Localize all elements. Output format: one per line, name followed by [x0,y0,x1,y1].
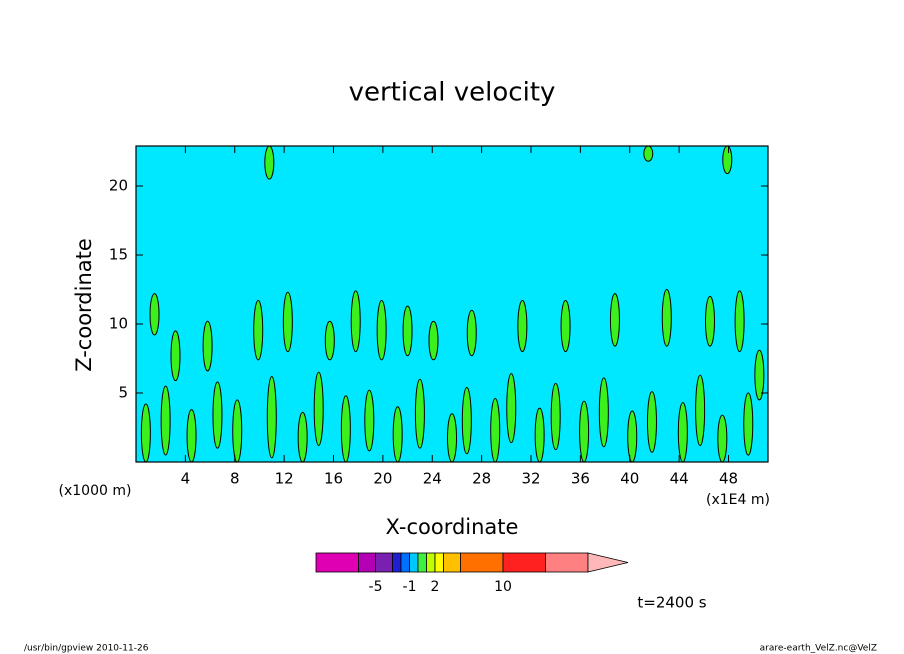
plot-frame [135,145,769,463]
colorbar-segment [358,552,376,573]
y-tick-label: 15 [109,246,128,264]
x-tick-label: 12 [275,470,294,488]
updraft-cell [466,309,477,357]
updraft-cell [340,395,351,462]
updraft-cell [722,146,733,175]
footer-left: /usr/bin/gpview 2010-11-26 [24,644,149,654]
updraft-cell [695,374,706,446]
colorbar-tick-label: 2 [431,579,440,595]
updraft-cell [461,386,472,455]
colorbar-segment [426,552,436,573]
updraft-cell [609,293,620,347]
y-tick-label: 10 [109,315,128,333]
x-axis-label: X-coordinate [386,515,519,539]
updraft-cell [534,407,545,462]
updraft-cell [550,382,561,451]
colorbar-segment [409,552,419,573]
updraft-cell [717,414,728,462]
updraft-cell [447,413,457,462]
x-tick-label: 44 [670,470,689,488]
updraft-cell [350,290,361,353]
updraft-cell [414,378,425,449]
updraft-cell [734,290,745,353]
colorbar-segment [434,552,444,573]
colorbar-segment [375,552,393,573]
x-tick-label: 48 [719,470,738,488]
colorbar-tick-label: -1 [403,579,417,595]
x-tick-label: 4 [181,470,191,488]
updraft-cell [517,300,528,353]
y-tick-label: 20 [109,177,128,195]
updraft-cell [170,330,181,382]
colorbar-segment [315,552,359,573]
updraft-cell [754,349,765,401]
updraft-cell [598,377,609,448]
updraft-cell [743,392,754,456]
updraft-cell [149,293,160,336]
updraft-cell [677,402,688,462]
updraft-cell [490,398,501,462]
colorbar-segment [545,552,589,573]
x-tick-label: 28 [472,470,491,488]
updraft-cell [661,289,672,347]
footer-right: arare-earth_VelZ.nc@VelZ [760,644,877,654]
colorbar-segment [392,552,402,573]
colorbar-segment [460,552,504,573]
updraft-cell [627,410,638,462]
y-tick-label: 5 [118,384,128,402]
updraft-cell [579,400,590,462]
updraft-cell [376,300,387,361]
updraft-cell [392,406,403,462]
updraft-cell [646,391,657,453]
updraft-cell [186,409,197,462]
updraft-cell [202,320,213,372]
updraft-cell [266,375,277,459]
updraft-cell [324,320,335,361]
colorbar-segment [443,552,461,573]
updraft-cell [264,146,275,180]
updraft-cell [297,411,308,462]
updraft-cell [212,381,223,449]
chart-title: vertical velocity [349,78,556,108]
x-tick-label: 32 [521,470,540,488]
updraft-cell [428,320,439,361]
x-tick-label: 8 [230,470,240,488]
x-unit: (x1E4 m) [706,492,770,508]
x-tick-label: 24 [423,470,442,488]
x-tick-label: 16 [324,470,343,488]
y-unit: (x1000 m) [59,483,132,499]
updraft-cell [364,389,375,452]
colorbar-extension [587,552,629,573]
x-tick-label: 40 [620,470,639,488]
updraft-cell [506,373,517,444]
updraft-cell [282,291,293,353]
updraft-cell [313,371,324,446]
x-tick-label: 36 [571,470,590,488]
colorbar-segment [417,552,427,573]
y-axis-label: Z-coordinate [72,238,96,372]
updraft-cell [232,399,243,462]
updraft-cell [704,295,715,347]
colorbar-segment [400,552,410,573]
updraft-cell [402,305,413,357]
colorbar-tick-label: -5 [369,579,383,595]
time-annotation: t=2400 s [637,594,706,612]
colorbar-segment [502,552,546,573]
x-tick-label: 20 [373,470,392,488]
updraft-cell [643,146,654,162]
colorbar-tick-label: 10 [494,579,512,595]
updraft-cell [160,385,171,456]
updraft-cell [253,300,264,361]
updraft-cell [140,403,151,462]
updraft-cell [560,300,571,353]
